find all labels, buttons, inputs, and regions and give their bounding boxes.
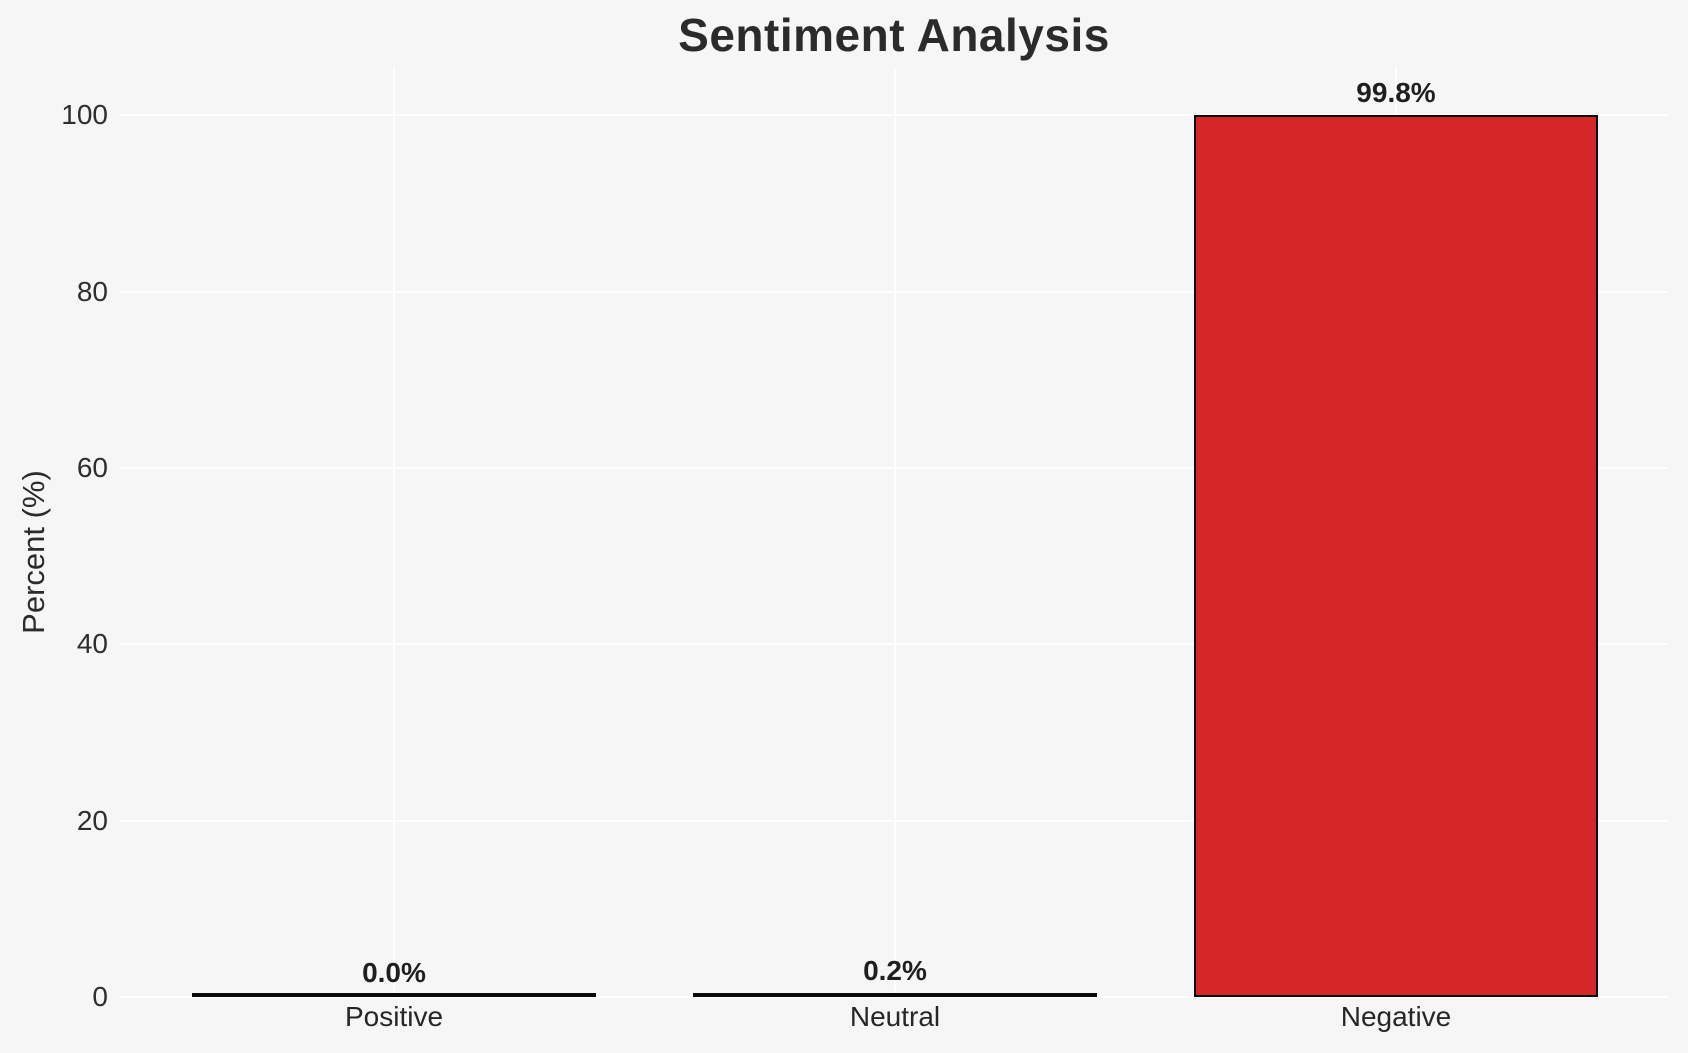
vertical-gridline-positive: [393, 68, 395, 997]
x-tick-label-neutral: Neutral: [849, 1001, 941, 1032]
y-tick-label-0: 0: [92, 981, 108, 1012]
bar-neutral: [693, 992, 1097, 997]
vertical-gridline-neutral: [894, 68, 896, 997]
y-tick-label-80: 80: [76, 275, 108, 307]
horizontal-gridline-100: [120, 114, 1668, 117]
bar-negative: [1194, 115, 1598, 997]
y-tick-label-60: 60: [76, 452, 108, 484]
y-tick-label-40: 40: [76, 628, 108, 660]
y-tick-label-20: 20: [76, 804, 108, 836]
value-label-negative: 99.8%: [1356, 77, 1436, 109]
horizontal-gridline-60: [120, 467, 1668, 470]
x-tick-label-negative: Negative: [1340, 1001, 1452, 1032]
y-tick-label-100: 100: [61, 99, 108, 131]
bar-positive: [192, 993, 596, 997]
horizontal-gridline-0: [120, 996, 1668, 998]
x-tick-label-positive: Positive: [344, 1001, 444, 1032]
horizontal-gridline-80: [120, 290, 1668, 293]
horizontal-gridline-40: [120, 643, 1668, 646]
chart-title: Sentiment Analysis: [678, 9, 1110, 61]
horizontal-gridline-20: [120, 819, 1668, 822]
value-label-positive: 0.0%: [362, 957, 426, 988]
y-axis-label: Percent (%): [16, 470, 51, 634]
value-label-neutral: 0.2%: [863, 954, 927, 986]
